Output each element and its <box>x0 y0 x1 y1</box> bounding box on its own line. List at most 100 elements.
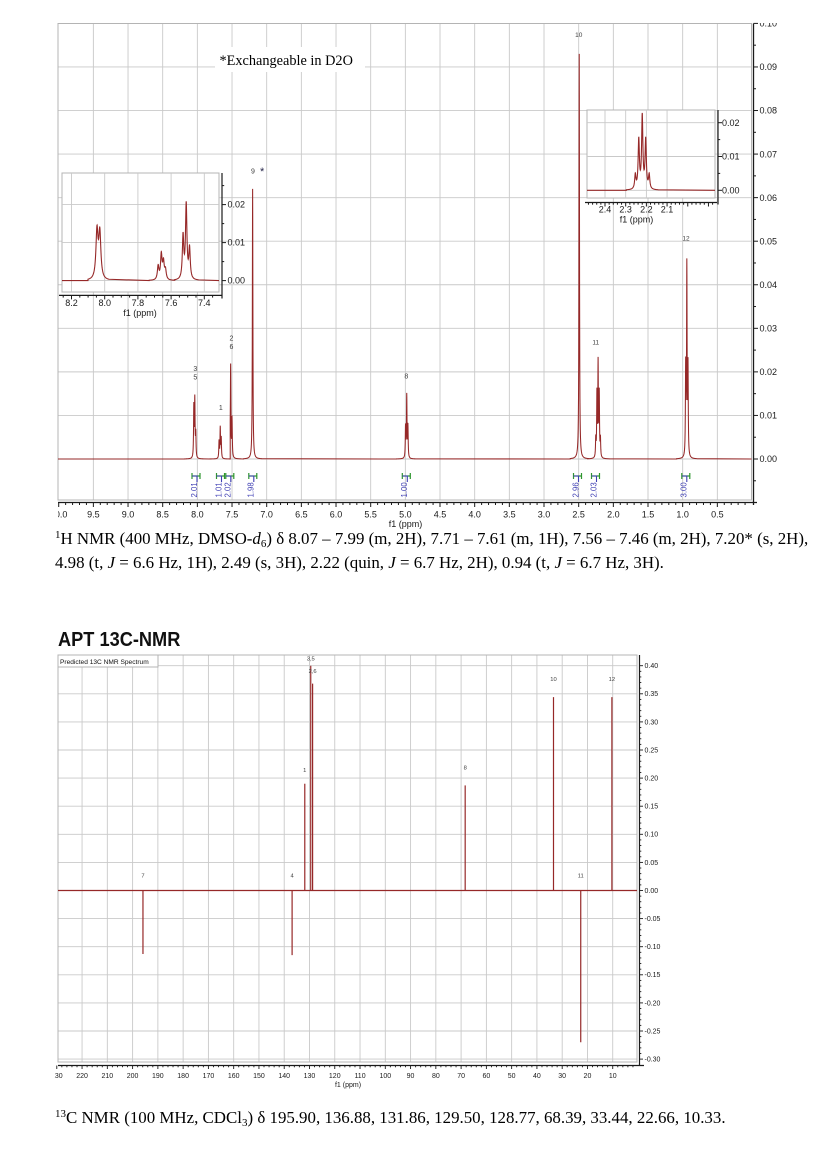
svg-text:0.01: 0.01 <box>722 152 740 162</box>
svg-text:6.0: 6.0 <box>330 510 343 520</box>
svg-text:210: 210 <box>101 1073 113 1080</box>
svg-text:3.00: 3.00 <box>680 482 689 498</box>
svg-text:2.5: 2.5 <box>572 510 585 520</box>
svg-text:7: 7 <box>141 874 144 880</box>
svg-text:50: 50 <box>508 1073 516 1080</box>
svg-text:-0.05: -0.05 <box>645 916 661 923</box>
svg-text:f1 (ppm): f1 (ppm) <box>620 215 654 225</box>
svg-text:6.5: 6.5 <box>295 510 308 520</box>
svg-text:0.02: 0.02 <box>228 200 246 210</box>
svg-text:f1 (ppm): f1 (ppm) <box>335 1082 361 1089</box>
svg-text:6: 6 <box>230 344 234 351</box>
svg-text:12: 12 <box>682 236 690 243</box>
svg-text:0.20: 0.20 <box>645 776 659 783</box>
svg-text:0.5: 0.5 <box>711 510 724 520</box>
svg-text:3: 3 <box>193 366 197 373</box>
svg-text:0.00: 0.00 <box>645 888 659 895</box>
svg-text:2.02: 2.02 <box>224 482 233 497</box>
svg-text:0.05: 0.05 <box>760 236 778 246</box>
svg-text:0.15: 0.15 <box>645 804 659 811</box>
svg-text:-0.30: -0.30 <box>645 1057 661 1064</box>
svg-text:1: 1 <box>219 405 223 412</box>
svg-text:170: 170 <box>203 1073 215 1080</box>
svg-text:0.02: 0.02 <box>760 367 778 377</box>
svg-text:3,5: 3,5 <box>307 657 315 663</box>
svg-text:8.0: 8.0 <box>191 510 204 520</box>
svg-text:7.0: 7.0 <box>260 510 273 520</box>
svg-text:0.25: 0.25 <box>645 747 659 754</box>
svg-text:1: 1 <box>303 768 306 774</box>
svg-text:90: 90 <box>407 1073 415 1080</box>
svg-text:8: 8 <box>404 374 408 381</box>
svg-text:0.01: 0.01 <box>760 411 778 421</box>
svg-text:10: 10 <box>609 1073 617 1080</box>
svg-text:2.0: 2.0 <box>607 510 620 520</box>
svg-text:8.2: 8.2 <box>65 298 78 308</box>
svg-text:5.0: 5.0 <box>399 510 412 520</box>
svg-text:140: 140 <box>278 1073 290 1080</box>
svg-text:-0.10: -0.10 <box>645 944 661 951</box>
svg-text:70: 70 <box>457 1073 465 1080</box>
svg-text:3.0: 3.0 <box>538 510 551 520</box>
svg-text:0.10: 0.10 <box>645 832 659 839</box>
svg-text:5: 5 <box>193 375 197 382</box>
svg-text:7.6: 7.6 <box>165 298 178 308</box>
svg-text:4.5: 4.5 <box>434 510 447 520</box>
svg-text:2.01: 2.01 <box>190 482 199 497</box>
svg-text:0.00: 0.00 <box>760 454 778 464</box>
svg-text:2.2: 2.2 <box>640 205 653 215</box>
svg-text:1.0: 1.0 <box>676 510 689 520</box>
svg-text:f1 (ppm): f1 (ppm) <box>389 519 423 529</box>
svg-text:110: 110 <box>354 1073 365 1080</box>
svg-text:180: 180 <box>177 1073 189 1080</box>
svg-text:130: 130 <box>304 1073 316 1080</box>
svg-text:10.0: 10.0 <box>50 510 68 520</box>
svg-text:0.00: 0.00 <box>722 185 740 195</box>
svg-text:f1 (ppm): f1 (ppm) <box>123 308 157 318</box>
svg-text:190: 190 <box>152 1073 164 1080</box>
svg-text:4: 4 <box>290 874 294 880</box>
svg-text:2.03: 2.03 <box>589 482 598 497</box>
svg-text:11: 11 <box>592 340 599 347</box>
svg-text:220: 220 <box>76 1073 88 1080</box>
svg-text:0.08: 0.08 <box>760 106 778 116</box>
svg-text:0.09: 0.09 <box>760 62 778 72</box>
svg-text:1.5: 1.5 <box>642 510 655 520</box>
svg-text:*: * <box>260 166 265 178</box>
svg-text:1.00: 1.00 <box>400 482 409 498</box>
svg-text:120: 120 <box>329 1073 341 1080</box>
svg-text:8: 8 <box>464 766 467 772</box>
svg-text:150: 150 <box>253 1073 265 1080</box>
svg-text:7.4: 7.4 <box>198 298 211 308</box>
svg-text:-0.15: -0.15 <box>645 972 661 979</box>
svg-text:2.1: 2.1 <box>661 205 674 215</box>
svg-text:0.00: 0.00 <box>228 276 246 286</box>
svg-text:4.0: 4.0 <box>468 510 481 520</box>
svg-text:8.5: 8.5 <box>156 510 169 520</box>
svg-text:11: 11 <box>578 874 584 880</box>
svg-text:0.01: 0.01 <box>228 238 246 248</box>
svg-text:2: 2 <box>230 336 234 343</box>
svg-text:2.3: 2.3 <box>619 205 632 215</box>
svg-text:0.06: 0.06 <box>760 193 778 203</box>
svg-text:7.8: 7.8 <box>132 298 145 308</box>
svg-text:30: 30 <box>558 1073 566 1080</box>
svg-text:1.98: 1.98 <box>247 482 256 497</box>
svg-text:9.0: 9.0 <box>122 510 135 520</box>
svg-text:0.04: 0.04 <box>760 280 778 290</box>
svg-text:100: 100 <box>379 1073 391 1080</box>
svg-text:8.0: 8.0 <box>98 298 111 308</box>
svg-text:-0.25: -0.25 <box>645 1028 661 1035</box>
svg-text:5.5: 5.5 <box>364 510 377 520</box>
svg-text:Predicted 13C NMR Spectrum: Predicted 13C NMR Spectrum <box>60 659 149 666</box>
svg-text:230: 230 <box>51 1073 63 1080</box>
svg-text:0.30: 0.30 <box>645 719 659 726</box>
svg-text:9: 9 <box>251 168 255 175</box>
svg-text:2.4: 2.4 <box>599 205 612 215</box>
svg-text:3.5: 3.5 <box>503 510 516 520</box>
svg-text:10: 10 <box>550 677 556 683</box>
svg-text:2.96: 2.96 <box>571 482 580 497</box>
svg-text:0.07: 0.07 <box>760 149 778 159</box>
svg-text:80: 80 <box>432 1073 440 1080</box>
svg-text:160: 160 <box>228 1073 240 1080</box>
